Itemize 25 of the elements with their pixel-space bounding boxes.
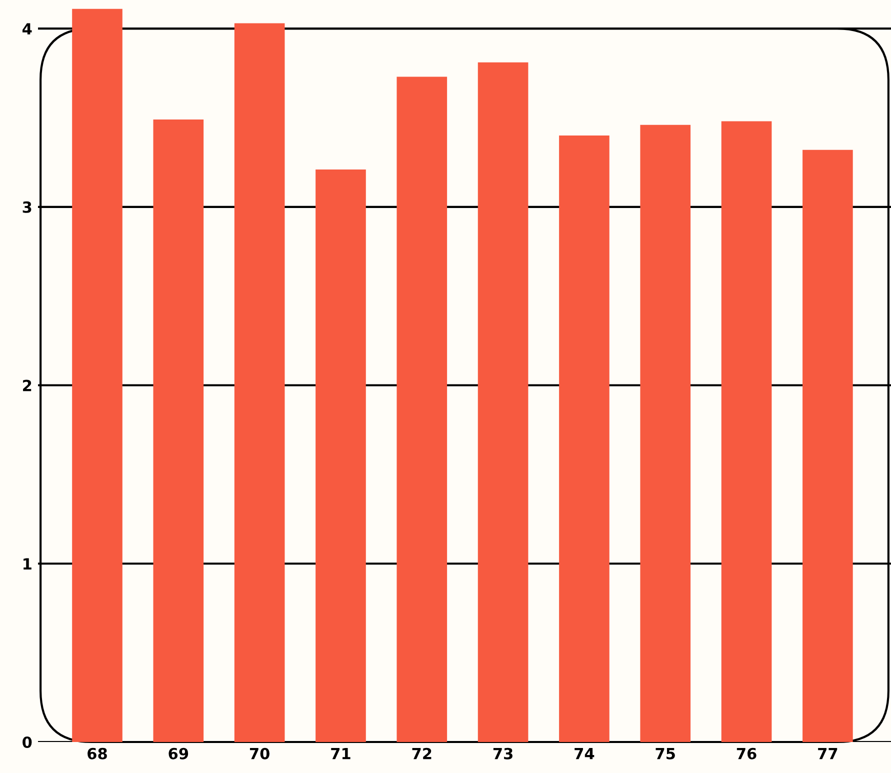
y-tick-label: 2 — [23, 380, 32, 392]
bar — [153, 120, 204, 742]
y-tick-label: 0 — [22, 736, 32, 748]
x-tick-label: 68 — [88, 748, 107, 760]
x-tick-label: 70 — [250, 748, 270, 760]
bar — [802, 150, 853, 742]
bar — [316, 169, 366, 742]
bar — [640, 124, 691, 742]
bar — [721, 121, 772, 742]
y-tick-label: 1 — [24, 558, 32, 570]
x-tick-label: 77 — [818, 748, 838, 760]
bar — [478, 62, 528, 742]
bar — [234, 23, 285, 742]
bar — [72, 8, 122, 742]
x-tick-label: 72 — [412, 748, 432, 760]
x-tick-label: 75 — [656, 748, 675, 760]
x-tick-label: 71 — [331, 748, 350, 760]
y-tick-label: 3 — [22, 201, 32, 213]
bar — [396, 76, 448, 742]
x-tick-label: 69 — [168, 748, 188, 760]
x-tick-label: 74 — [574, 748, 594, 760]
x-tick-label: 76 — [736, 748, 756, 760]
x-tick-label: 73 — [493, 748, 512, 760]
bar — [559, 136, 610, 742]
y-tick-label: 4 — [22, 23, 32, 34]
